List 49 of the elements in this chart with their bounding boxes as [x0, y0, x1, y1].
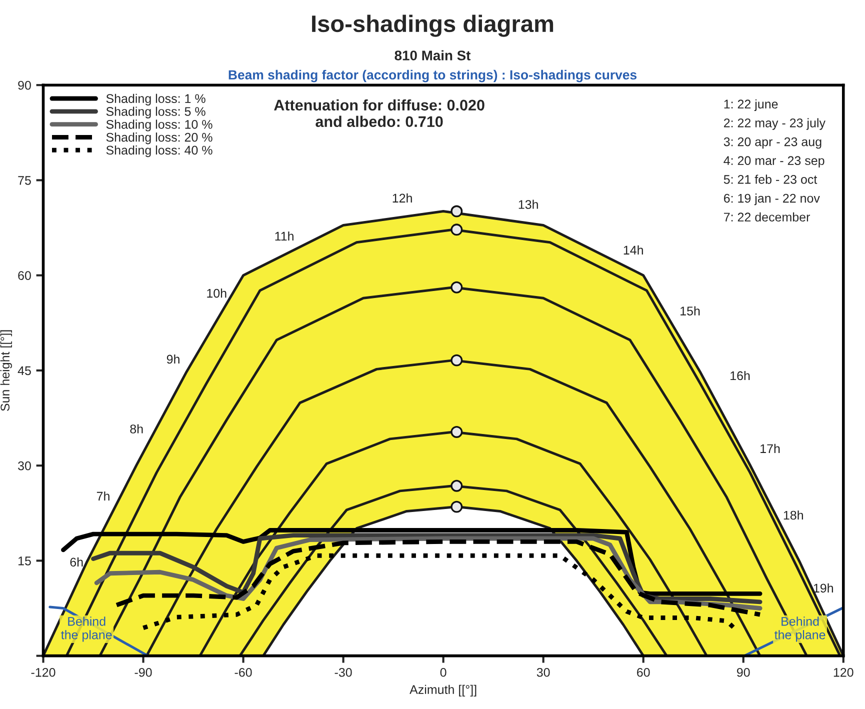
annotation: 19h	[814, 583, 833, 593]
text: Beam shading factor (according to strings) : Iso-shadings curves	[228, 70, 637, 82]
annotation: 6h	[70, 557, 83, 567]
annotation: 6: 19 jan - 22 nov	[724, 194, 820, 206]
x-tick-label: 90	[736, 668, 750, 677]
annotation: 5: 21 feb - 23 oct	[724, 174, 818, 184]
legend-label: Shading loss: 40 %	[106, 145, 212, 158]
annotation: 7h	[96, 491, 110, 501]
annotation: 1: 22 june	[724, 99, 778, 111]
x-tick-label: 0	[440, 668, 446, 677]
annotation: 11h	[275, 231, 294, 241]
y-tick-label: 45	[18, 366, 31, 376]
x-tick-label: -90	[134, 668, 152, 677]
x-tick-label: 120	[834, 668, 854, 677]
y-tick-label: 75	[18, 176, 31, 185]
x-tick-label: -60	[234, 668, 252, 677]
x-tick-label: -30	[334, 668, 352, 677]
annotation: 12h	[392, 193, 412, 202]
y-tick-label: 30	[18, 461, 31, 470]
annotation: 15h	[680, 306, 700, 316]
legend-label: Shading loss: 20 %	[106, 132, 212, 144]
y-tick-label: 60	[18, 271, 31, 280]
annotation: 18h	[784, 510, 803, 520]
x-axis-title: Azimuth [[°]]	[410, 684, 476, 696]
chart-subtitle: 810 Main St	[394, 50, 471, 60]
annotation: 13h	[518, 200, 538, 209]
annotation: 17h	[760, 444, 780, 453]
annotation: 4: 20 mar - 23 sep	[724, 156, 824, 168]
annotation: 10h	[207, 288, 226, 298]
annotation: 3: 20 apr - 23 aug	[724, 137, 822, 149]
annotation: Behind the plane	[61, 616, 112, 642]
annotation: 9h	[166, 354, 180, 364]
annotation: 16h	[730, 370, 750, 380]
annotation: 7: 22 december	[724, 212, 810, 222]
y-tick-label: 15	[18, 556, 31, 566]
annotation: Behind the plane	[774, 616, 826, 642]
legend-label: Shading loss: 10 %	[106, 120, 212, 132]
annotation: 14h	[624, 245, 643, 254]
x-tick-label: 30	[536, 668, 550, 677]
annotation: 8h	[130, 424, 143, 434]
x-tick-label: -120	[31, 668, 56, 677]
x-tick-label: 60	[637, 668, 650, 677]
y-tick-label: 90	[18, 80, 31, 90]
legend-label: Shading loss: 1 %	[106, 94, 206, 106]
legend-label: Shading loss: 5 %	[106, 106, 206, 118]
annotation: 2: 22 may - 23 july	[724, 118, 826, 130]
chart-title: Iso-shadings diagram	[312, 14, 554, 37]
y-axis-title: Sun height [[°]]	[0, 330, 12, 411]
annotation: Attenuation for diffuse: 0.020 and albedo: 0.710	[274, 99, 484, 128]
